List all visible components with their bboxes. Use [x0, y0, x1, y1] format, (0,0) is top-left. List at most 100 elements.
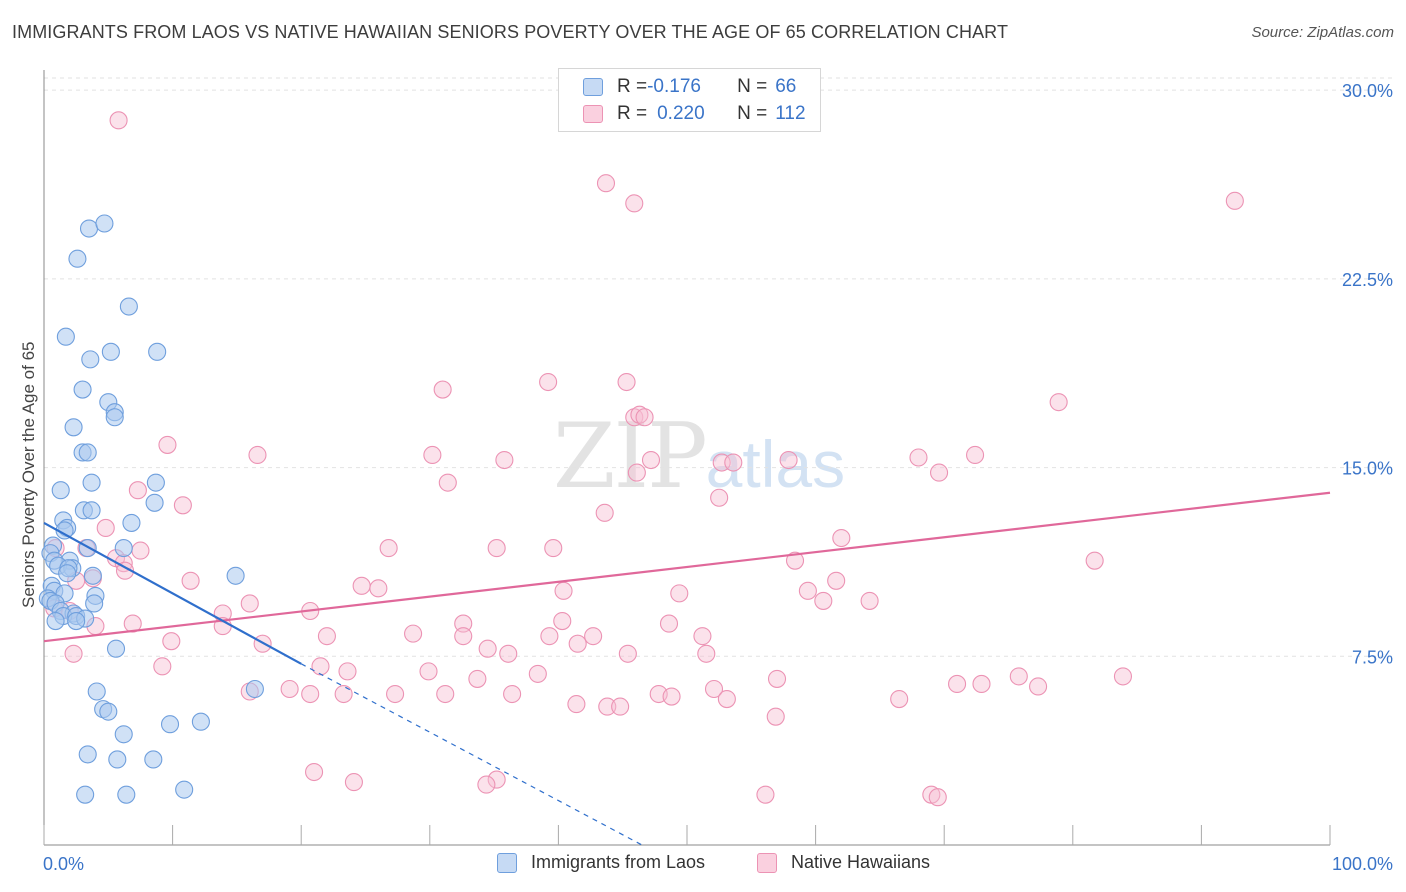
data-point-native-hawaiians: [181, 571, 200, 590]
data-point-native-hawaiians: [173, 496, 192, 515]
data-point-laos: [119, 297, 138, 316]
legend-row-hawaiians: R = 0.220 N = 112: [583, 102, 806, 126]
data-point-native-hawaiians: [930, 463, 949, 482]
data-point-native-hawaiians: [627, 463, 646, 482]
source-label: Source: ZipAtlas.com: [1251, 24, 1394, 41]
data-point-native-hawaiians: [540, 627, 559, 646]
data-point-native-hawaiians: [433, 380, 452, 399]
data-point-native-hawaiians: [352, 576, 371, 595]
legend-label-laos: Immigrants from Laos: [531, 852, 706, 872]
data-point-native-hawaiians: [248, 445, 267, 465]
data-point-laos: [76, 785, 95, 804]
chart-title: IMMIGRANTS FROM LAOS VS NATIVE HAWAIIAN …: [12, 22, 1009, 42]
data-point-native-hawaiians: [311, 657, 330, 676]
data-point-native-hawaiians: [670, 584, 689, 603]
data-point-native-hawaiians: [724, 453, 743, 472]
data-point-native-hawaiians: [404, 624, 423, 643]
legend-r-label: R =: [617, 103, 648, 124]
data-point-laos: [87, 682, 106, 701]
data-point-native-hawaiians: [598, 697, 617, 716]
trend-lines: [43, 491, 1331, 846]
data-point-laos: [82, 501, 101, 520]
data-point-native-hawaiians: [495, 450, 514, 470]
x-tick-label: 0.0%: [43, 854, 84, 874]
data-point-native-hawaiians: [595, 503, 614, 522]
data-point-native-hawaiians: [766, 707, 785, 726]
trend-line-native-hawaiians: [43, 491, 1331, 643]
data-point-native-hawaiians: [704, 679, 724, 699]
trend-line-laos: [43, 521, 302, 665]
legend-item-hawaiians: Native Hawaiians: [757, 852, 930, 873]
watermark-zip: ZIP: [553, 404, 708, 509]
data-point-native-hawaiians: [386, 684, 405, 704]
data-point-laos: [95, 214, 114, 233]
legend-r-value: 0.220: [657, 103, 705, 124]
data-point-native-hawaiians: [64, 644, 83, 663]
data-point-native-hawaiians: [1049, 393, 1068, 412]
legend-r-value: -0.176: [647, 76, 701, 97]
data-point-laos: [99, 702, 118, 721]
data-point-laos: [245, 679, 264, 699]
y-tick-label: 15.0%: [1342, 459, 1393, 479]
data-point-native-hawaiians: [625, 408, 644, 427]
data-point-native-hawaiians: [423, 445, 442, 465]
data-point-native-hawaiians: [334, 684, 353, 704]
data-point-native-hawaiians: [487, 770, 506, 789]
y-tick-label: 7.5%: [1352, 647, 1393, 667]
legend-item-laos: Immigrants from Laos: [497, 852, 705, 873]
data-point-native-hawaiians: [162, 632, 181, 651]
data-point-native-hawaiians: [305, 762, 324, 782]
data-point-laos: [108, 750, 127, 769]
data-point-native-hawaiians: [123, 614, 142, 633]
data-point-native-hawaiians: [553, 612, 572, 631]
data-point-native-hawaiians: [814, 591, 833, 610]
data-point-native-hawaiians: [301, 684, 320, 704]
data-point-native-hawaiians: [1113, 667, 1133, 686]
data-point-laos: [68, 249, 87, 268]
data-point-native-hawaiians: [454, 614, 473, 633]
data-point-native-hawaiians: [528, 664, 547, 683]
data-point-native-hawaiians: [909, 448, 928, 467]
data-point-laos: [73, 380, 92, 399]
data-point-native-hawaiians: [617, 372, 636, 392]
data-point-laos: [56, 327, 75, 346]
data-point-native-hawaiians: [1009, 667, 1028, 686]
data-point-native-hawaiians: [369, 579, 388, 598]
data-point-laos: [106, 639, 126, 658]
y-axis-label: Seniors Poverty Over the Age of 65: [19, 341, 38, 608]
data-point-laos: [175, 780, 194, 799]
data-point-native-hawaiians: [635, 408, 654, 427]
legend-n-value: 66: [775, 76, 797, 97]
data-point-laos: [145, 493, 164, 512]
data-point-laos: [105, 408, 124, 427]
data-point-native-hawaiians: [419, 662, 438, 681]
legend-n-label: N =: [737, 76, 768, 97]
data-point-native-hawaiians: [338, 662, 357, 681]
watermark-atlas: atlas: [705, 427, 846, 501]
data-point-native-hawaiians: [240, 594, 259, 613]
data-point-laos: [51, 481, 70, 500]
data-point-native-hawaiians: [544, 539, 563, 558]
data-point-native-hawaiians: [662, 687, 681, 706]
data-point-native-hawaiians: [779, 450, 798, 470]
data-point-native-hawaiians: [1225, 191, 1244, 210]
data-point-native-hawaiians: [966, 445, 985, 465]
grid-lines: [44, 77, 1392, 657]
data-point-laos: [160, 715, 180, 734]
x-tick-label: 100.0%: [1332, 854, 1393, 874]
legend-n-value: 112: [775, 103, 806, 124]
data-point-native-hawaiians: [477, 775, 496, 794]
data-point-native-hawaiians: [756, 785, 775, 804]
data-point-native-hawaiians: [611, 697, 630, 716]
data-point-laos: [85, 594, 104, 613]
data-point-native-hawaiians: [317, 627, 336, 646]
data-point-laos: [64, 418, 83, 437]
legend-swatch-blue: [583, 78, 603, 96]
data-point-laos: [146, 473, 165, 492]
data-point-native-hawaiians: [693, 627, 712, 646]
data-point-native-hawaiians: [554, 581, 573, 600]
data-point-native-hawaiians: [468, 669, 487, 688]
data-point-laos: [117, 785, 136, 804]
data-point-laos: [67, 612, 86, 631]
